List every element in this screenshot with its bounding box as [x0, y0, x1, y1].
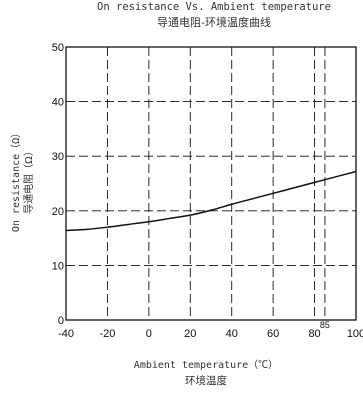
y-tick-label: 30: [52, 151, 64, 163]
x-tick-label: 20: [184, 328, 196, 340]
x-tick-label: 0: [146, 328, 152, 340]
y-tick-labels: 0 10 20 30 40 50: [52, 42, 64, 327]
x-axis-label: Ambient temperature（℃）: [134, 359, 278, 371]
grid-lines: [66, 47, 356, 320]
x-tick-label: -40: [58, 328, 74, 340]
data-series: [65, 170, 357, 232]
series-line: [65, 170, 357, 232]
y-tick-label: 10: [52, 260, 64, 272]
chart-title: On resistance Vs. Ambient temperature: [97, 1, 331, 13]
x-tick-label: 40: [226, 328, 238, 340]
x-tick-label: 60: [267, 328, 279, 340]
chart-subtitle: 导通电阻-环境温度曲线: [157, 15, 271, 29]
x-tick-label: 100: [347, 328, 363, 340]
x-tick-label-extra: 85: [320, 320, 330, 330]
y-tick-label: 0: [58, 315, 64, 327]
y-axis-label: On resistance（Ω）: [10, 128, 22, 232]
y-tick-label: 40: [52, 97, 64, 109]
y-axis-label-cn: 导通电阻（Ω）: [22, 146, 35, 214]
y-tick-label: 20: [52, 206, 64, 218]
y-tick-label: 50: [52, 42, 64, 54]
x-tick-label: -20: [99, 328, 115, 340]
y-axis-title: On resistance（Ω） 导通电阻（Ω）: [10, 128, 35, 232]
x-tick-labels: -40 -20 0 20 40 60 80 100 85: [58, 320, 363, 340]
x-axis-label-cn: 环境温度: [185, 374, 227, 387]
plot-frame: [65, 46, 357, 321]
x-tick-label: 80: [308, 328, 320, 340]
